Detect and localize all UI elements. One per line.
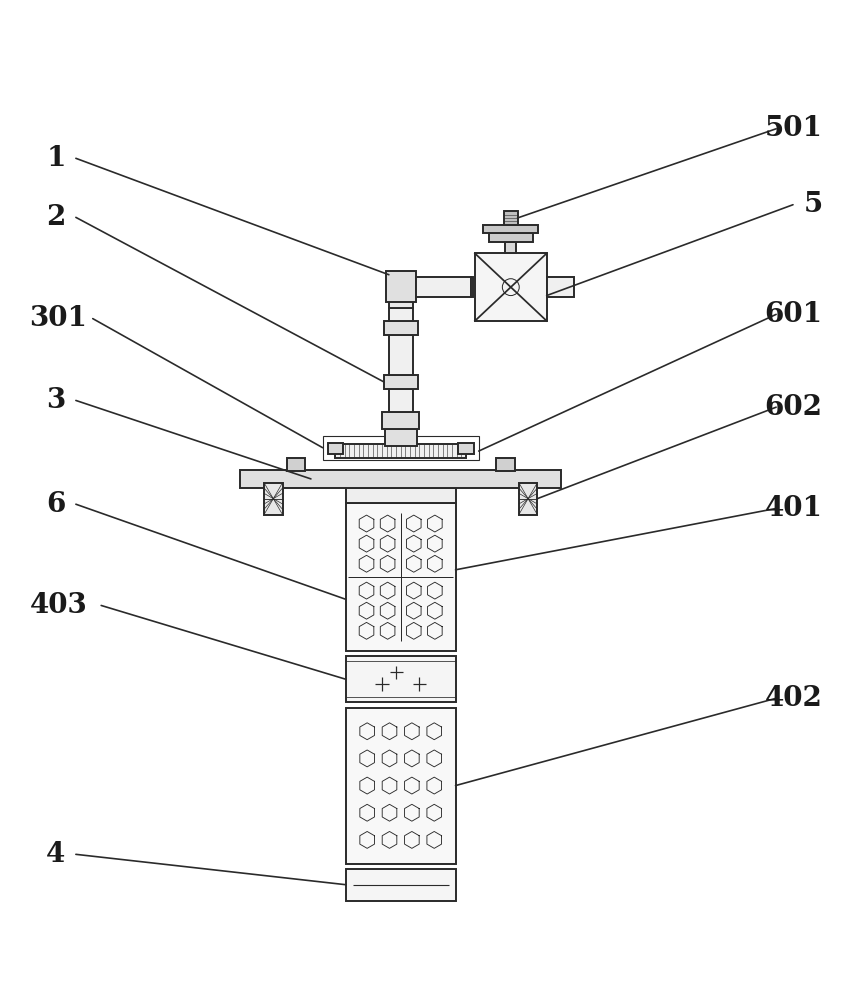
Bar (389, 389, 412, 412)
Bar (496, 458, 515, 471)
Text: 4: 4 (46, 841, 66, 868)
Bar (323, 436, 479, 460)
Bar (264, 483, 283, 515)
Bar (470, 277, 473, 297)
Text: 1: 1 (46, 145, 66, 172)
Bar (240, 470, 561, 488)
Bar (336, 444, 466, 458)
Bar (475, 253, 547, 321)
Text: 301: 301 (30, 305, 88, 332)
Text: 601: 601 (764, 301, 822, 328)
Bar (483, 225, 538, 233)
Text: 401: 401 (764, 495, 822, 522)
Text: 402: 402 (764, 685, 822, 712)
Bar (383, 321, 417, 335)
Bar (287, 458, 305, 471)
Bar (384, 429, 417, 446)
Bar (489, 233, 532, 242)
Text: 3: 3 (46, 387, 66, 414)
Bar (346, 708, 456, 864)
Text: 6: 6 (46, 491, 66, 518)
Bar (505, 242, 516, 253)
Bar (389, 335, 412, 375)
Bar (328, 443, 343, 454)
Bar (346, 503, 456, 651)
Bar (389, 308, 412, 321)
Text: 5: 5 (803, 191, 822, 218)
Bar (519, 483, 538, 515)
Bar (346, 869, 456, 901)
Bar (383, 375, 417, 389)
Bar (416, 277, 470, 297)
Bar (346, 656, 456, 702)
Text: 602: 602 (764, 394, 822, 421)
Text: 403: 403 (30, 592, 87, 619)
Bar (389, 290, 412, 308)
Bar (385, 271, 416, 302)
Text: 2: 2 (46, 204, 66, 231)
Bar (346, 488, 456, 503)
Bar (458, 443, 474, 454)
Bar (547, 277, 573, 297)
Text: 501: 501 (764, 115, 822, 142)
Bar (504, 211, 517, 225)
Bar (383, 412, 419, 429)
